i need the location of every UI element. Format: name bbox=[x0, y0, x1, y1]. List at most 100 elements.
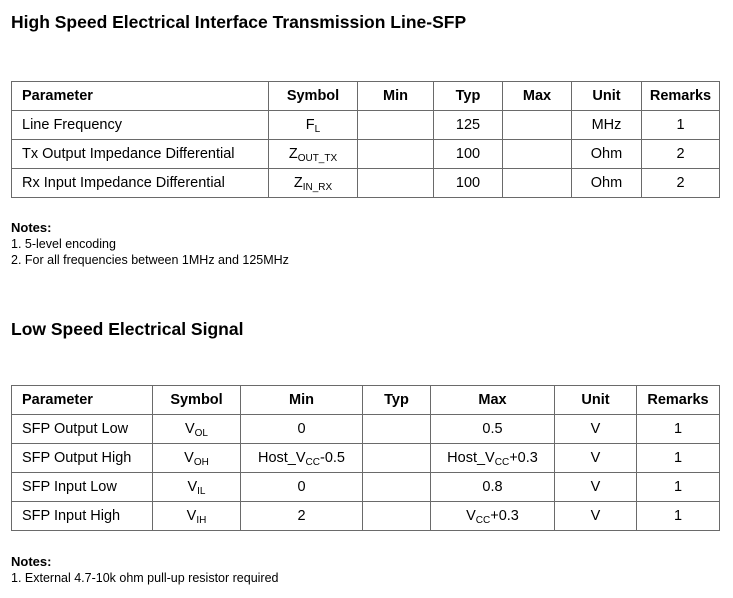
cell-text: Line Frequency bbox=[22, 117, 122, 133]
cell-text: SFP Input High bbox=[22, 508, 121, 524]
column-header-symbol: Symbol bbox=[268, 81, 358, 111]
column-header-typ: Typ bbox=[433, 81, 503, 111]
cell-text: 0.8 bbox=[482, 479, 503, 495]
cell-text: V bbox=[590, 421, 601, 437]
cell-parameter: Tx Output Impedance Differential bbox=[11, 139, 269, 169]
cell-text: Tx Output Impedance Differential bbox=[22, 146, 235, 162]
column-header-max: Max bbox=[502, 81, 572, 111]
cell-max: Host_VCC+0.3 bbox=[430, 443, 555, 473]
cell-text: Rx Input Impedance Differential bbox=[22, 175, 225, 191]
table-row: SFP Input High VIH 2 VCC+0.3 V 1 bbox=[11, 501, 720, 531]
column-header-unit: Unit bbox=[554, 385, 637, 415]
cell-parameter: Line Frequency bbox=[11, 110, 269, 140]
cell-unit: V bbox=[554, 443, 637, 473]
cell-min: Host_VCC-0.5 bbox=[240, 443, 363, 473]
cell-text: V bbox=[590, 479, 601, 495]
cell-symbol: VIL bbox=[152, 472, 241, 502]
cell-max: 0.8 bbox=[430, 472, 555, 502]
cell-remarks: 1 bbox=[636, 501, 720, 531]
cell-remarks: 1 bbox=[636, 443, 720, 473]
cell-unit: V bbox=[554, 414, 637, 444]
cell-suffix: -0.5 bbox=[320, 450, 345, 466]
cell-parameter: SFP Output Low bbox=[11, 414, 153, 444]
cell-max bbox=[502, 139, 572, 169]
table-row: Tx Output Impedance Differential ZOUT_TX 1… bbox=[11, 139, 720, 169]
cell-typ bbox=[362, 443, 431, 473]
cell-typ: 125 bbox=[433, 110, 503, 140]
cell-text: V bbox=[184, 450, 194, 466]
table-row: SFP Output Low VOL 0 0.5 V 1 bbox=[11, 414, 720, 444]
table-header-row: Parameter Symbol Min Typ Max Unit Remarks bbox=[11, 81, 720, 111]
column-header-unit: Unit bbox=[571, 81, 642, 111]
cell-parameter: SFP Input Low bbox=[11, 472, 153, 502]
cell-text: 0 bbox=[297, 421, 306, 437]
high-speed-table: Parameter Symbol Min Typ Max Unit Remarks Line … bbox=[11, 81, 720, 198]
cell-symbol: VOH bbox=[152, 443, 241, 473]
cell-unit: MHz bbox=[571, 110, 642, 140]
cell-min bbox=[357, 168, 434, 198]
cell-text: 100 bbox=[455, 146, 481, 162]
cell-text: SFP Output High bbox=[22, 450, 132, 466]
cell-remarks: 2 bbox=[641, 139, 720, 169]
cell-typ: 100 bbox=[433, 139, 503, 169]
cell-text: 1 bbox=[673, 479, 683, 495]
table-row: SFP Output High VOH Host_VCC-0.5 Host_VCC+0… bbox=[11, 443, 720, 473]
column-header-min: Min bbox=[357, 81, 434, 111]
cell-remarks: 1 bbox=[636, 472, 720, 502]
cell-text: Z bbox=[293, 175, 303, 191]
table-row: SFP Input Low VIL 0 0.8 V 1 bbox=[11, 472, 720, 502]
cell-text: 2 bbox=[676, 175, 685, 191]
cell-symbol: FL bbox=[268, 110, 358, 140]
cell-remarks: 2 bbox=[641, 168, 720, 198]
cell-text: 1 bbox=[673, 508, 683, 524]
cell-max bbox=[502, 168, 572, 198]
cell-min bbox=[357, 110, 434, 140]
cell-text: V bbox=[186, 508, 197, 524]
subscript: CC bbox=[494, 457, 510, 468]
cell-unit: V bbox=[554, 472, 637, 502]
cell-text: 100 bbox=[455, 175, 481, 191]
cell-text: 125 bbox=[455, 117, 481, 133]
subscript: OL bbox=[194, 428, 208, 439]
subscript: CC bbox=[305, 457, 320, 468]
column-header-typ: Typ bbox=[362, 385, 431, 415]
cell-typ bbox=[362, 414, 431, 444]
section-title-high-speed: High Speed Electrical Interface Transmis… bbox=[11, 12, 467, 32]
cell-max bbox=[502, 110, 572, 140]
table-row: Line Frequency FL 125 MHz 1 bbox=[11, 110, 720, 140]
cell-max: VCC+0.3 bbox=[430, 501, 555, 531]
column-header-max: Max bbox=[430, 385, 555, 415]
subscript: IN_RX bbox=[302, 182, 333, 193]
section-title-low-speed: Low Speed Electrical Signal bbox=[11, 319, 244, 339]
cell-text: 2 bbox=[297, 508, 306, 524]
cell-text: 1 bbox=[676, 117, 685, 133]
notes-high-speed: Notes: 1. 5-level encoding 2. For all fr… bbox=[11, 220, 289, 268]
notes-heading: Notes: bbox=[11, 220, 52, 235]
cell-symbol: ZOUT_TX bbox=[268, 139, 358, 169]
subscript: IL bbox=[197, 486, 206, 497]
cell-text: 1 bbox=[673, 450, 683, 466]
cell-text: V bbox=[184, 421, 195, 437]
cell-text: Ohm bbox=[590, 146, 623, 162]
cell-max: 0.5 bbox=[430, 414, 555, 444]
cell-text: F bbox=[305, 117, 315, 133]
cell-text: 1 bbox=[673, 421, 683, 437]
cell-text: V bbox=[187, 479, 198, 495]
subscript: L bbox=[314, 124, 321, 135]
subscript: IH bbox=[196, 515, 207, 526]
table-header-row: Parameter Symbol Min Typ Max Unit Remarks bbox=[11, 385, 720, 415]
cell-typ bbox=[362, 501, 431, 531]
cell-text: MHz bbox=[591, 117, 622, 133]
column-header-symbol: Symbol bbox=[152, 385, 241, 415]
cell-text: 2 bbox=[676, 146, 685, 162]
cell-text: V bbox=[590, 450, 601, 466]
cell-min: 0 bbox=[240, 414, 363, 444]
cell-text: SFP Input Low bbox=[22, 479, 117, 495]
notes-low-speed: Notes: 1. External 4.7-10k ohm pull-up r… bbox=[11, 554, 279, 586]
cell-text: Z bbox=[288, 146, 298, 162]
column-header-remarks: Remarks bbox=[641, 81, 720, 111]
cell-text: Host_V bbox=[447, 450, 495, 466]
low-speed-table: Parameter Symbol Min Typ Max Unit Remarks SFP O… bbox=[11, 385, 720, 531]
note-item: 1. External 4.7-10k ohm pull-up resistor… bbox=[11, 571, 279, 585]
subscript: OUT_TX bbox=[297, 153, 338, 164]
